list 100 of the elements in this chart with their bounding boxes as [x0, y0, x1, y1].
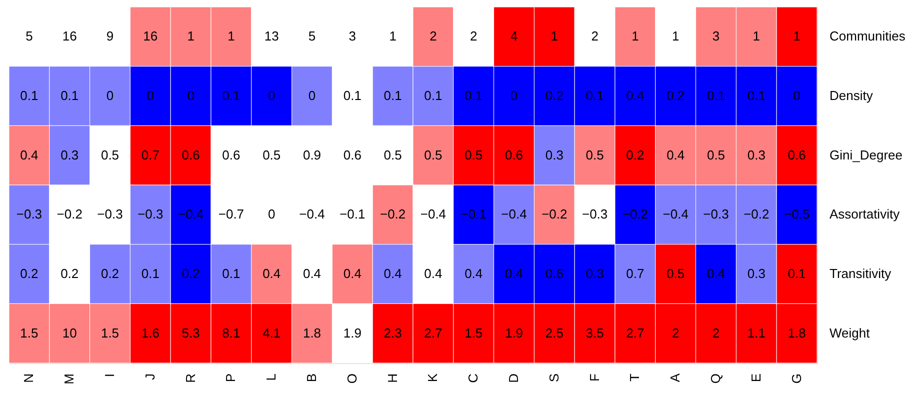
data-label: 0.5 — [424, 147, 442, 162]
data-label: 1 — [228, 28, 235, 44]
data-label: 0.1 — [384, 88, 402, 103]
data-label: 0.5 — [384, 147, 402, 162]
data-label: 0.5 — [586, 147, 604, 162]
data-label: 0.9 — [302, 147, 322, 162]
data-label: 0.5 — [706, 147, 726, 162]
x-tick-label: G — [788, 374, 804, 384]
data-label: −0.3 — [138, 206, 164, 222]
data-label: 2.7 — [424, 325, 442, 340]
data-label: 0.2 — [626, 147, 644, 162]
data-label: 2 — [591, 28, 598, 44]
data-label: −0.7 — [218, 206, 244, 222]
data-label: 3.5 — [586, 325, 604, 340]
data-label: 0 — [268, 206, 276, 222]
data-label: 2 — [712, 325, 720, 340]
x-tick-label: L — [264, 374, 279, 381]
data-label: 0.1 — [60, 88, 79, 103]
data-label: 1.5 — [20, 325, 38, 340]
data-label: 2.7 — [626, 325, 644, 340]
data-label: 2 — [672, 325, 680, 340]
data-label: 0.1 — [424, 88, 442, 103]
data-label: 4.1 — [262, 325, 281, 340]
data-label: −0.4 — [501, 206, 527, 222]
data-label: 0.6 — [788, 147, 806, 162]
data-label: 0 — [793, 88, 800, 103]
data-label: 0.1 — [20, 88, 38, 103]
data-label: 0.3 — [545, 147, 564, 162]
data-label: 0.4 — [20, 147, 38, 162]
data-label: 2.3 — [384, 325, 402, 340]
data-label: 2 — [430, 28, 437, 44]
data-label: 5.3 — [182, 325, 200, 340]
data-label: 16 — [62, 28, 77, 44]
data-label: 0.1 — [222, 88, 240, 103]
data-label: −0.4 — [662, 206, 688, 222]
x-tick-label: A — [668, 373, 683, 382]
data-label: 0.1 — [586, 88, 604, 103]
x-tick-label: N — [21, 374, 36, 383]
data-label: 0.4 — [384, 266, 402, 281]
data-label: 0.1 — [141, 266, 160, 281]
data-label: 0.2 — [100, 266, 120, 281]
x-tick-label: P — [223, 374, 238, 382]
x-tick-label: F — [586, 373, 602, 382]
data-label: −0.4 — [299, 206, 325, 222]
data-label: 0.2 — [20, 266, 38, 281]
x-tick-label: T — [627, 373, 642, 382]
data-label: 4 — [510, 28, 518, 44]
x-tick-label: B — [304, 374, 319, 382]
data-label: −0.2 — [744, 206, 770, 222]
y-tick-label: Weight — [830, 325, 870, 340]
data-label: 0.5 — [666, 266, 685, 281]
data-label: 1 — [752, 28, 760, 44]
data-label: 1 — [632, 28, 639, 44]
data-label: 0.5 — [262, 147, 281, 162]
data-label: 0.6 — [504, 147, 524, 162]
data-label: 0.1 — [788, 266, 806, 281]
data-label: −0.1 — [460, 206, 486, 222]
data-label: −0.2 — [622, 206, 648, 222]
data-label: 0.4 — [626, 88, 644, 103]
data-label: 16 — [143, 28, 158, 44]
data-label: 0 — [268, 88, 276, 103]
data-label: −0.3 — [582, 206, 608, 222]
data-label: 1 — [550, 28, 558, 44]
data-label: −0.4 — [178, 206, 204, 222]
data-label: 0.6 — [343, 147, 362, 162]
data-label: 0.1 — [747, 88, 766, 103]
data-label: 0.6 — [545, 266, 564, 281]
data-label: 0 — [510, 88, 518, 103]
data-label: 0 — [308, 88, 316, 103]
y-tick-label: Density — [830, 88, 874, 103]
data-label: 1.1 — [747, 325, 766, 340]
data-label: 0.1 — [343, 88, 362, 103]
data-label: 1.9 — [504, 325, 524, 340]
data-label: 0.3 — [747, 147, 766, 162]
data-label: 3 — [712, 28, 720, 44]
data-label: 1 — [389, 28, 396, 44]
data-label: 10 — [62, 325, 77, 340]
data-label: 0.7 — [626, 266, 644, 281]
y-tick-label: Assortativity — [830, 206, 900, 222]
data-label: 0 — [106, 88, 114, 103]
data-label: 1.5 — [464, 325, 483, 340]
data-label: 9 — [106, 28, 114, 44]
data-label: 0.1 — [706, 88, 726, 103]
data-label: 2.5 — [545, 325, 564, 340]
data-label: 1.8 — [302, 325, 322, 340]
data-label: 0.4 — [262, 266, 281, 281]
x-tick-label: M — [62, 374, 77, 384]
data-label: 0.6 — [222, 147, 240, 162]
data-label: 0.2 — [60, 266, 79, 281]
data-label: 0.4 — [666, 147, 685, 162]
data-label: 0.2 — [666, 88, 685, 103]
data-label: −0.3 — [97, 206, 123, 222]
data-label: 1.6 — [141, 325, 160, 340]
data-label: 1 — [187, 28, 194, 44]
data-label: 0.7 — [141, 147, 160, 162]
data-label: 0.5 — [464, 147, 483, 162]
x-tick-label: J — [142, 374, 158, 380]
data-label: 0.4 — [343, 266, 362, 281]
x-tick-label: C — [466, 374, 481, 383]
x-tick-label: O — [344, 374, 360, 384]
